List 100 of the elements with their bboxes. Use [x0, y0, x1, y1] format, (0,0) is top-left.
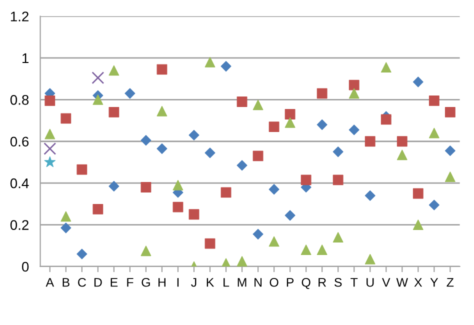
point: [236, 160, 248, 171]
point: [444, 172, 456, 182]
point: [284, 210, 296, 221]
x-tick-label: C: [78, 278, 86, 287]
x-tick-label: F: [127, 278, 134, 287]
point: [396, 136, 408, 147]
point: [92, 72, 104, 84]
point: [140, 135, 152, 146]
point: [332, 232, 344, 243]
point: [44, 128, 56, 140]
point: [220, 187, 232, 198]
point: [428, 200, 440, 210]
x-tick-label: P: [286, 278, 294, 287]
x-tick-label: K: [206, 278, 214, 287]
x-tick-label: A: [46, 278, 54, 287]
point: [220, 61, 232, 72]
x-tick-label: Y: [430, 278, 438, 287]
point: [92, 94, 104, 105]
point: [172, 202, 184, 212]
x-tick-label: G: [142, 278, 150, 287]
x-tick-label: T: [350, 278, 358, 287]
point: [188, 130, 200, 140]
point: [444, 106, 456, 118]
point: [108, 65, 120, 76]
x-tick-label: Z: [446, 278, 454, 287]
point: [204, 56, 216, 68]
point: [124, 88, 136, 99]
point: [364, 136, 376, 147]
point: [348, 124, 360, 136]
point: [332, 174, 344, 186]
point: [156, 64, 168, 75]
point: [284, 117, 296, 128]
point: [428, 128, 440, 138]
point: [204, 238, 216, 249]
point: [252, 150, 264, 162]
y-tick-label: 1: [22, 53, 28, 63]
x-tick-label: X: [414, 278, 422, 287]
point: [300, 244, 312, 256]
point: [156, 106, 168, 116]
x-tick-label: U: [366, 278, 374, 287]
point: [444, 146, 456, 156]
y-tick-label: 0: [22, 262, 29, 272]
point: [76, 164, 88, 175]
x-tick-label: J: [191, 278, 196, 287]
point: [252, 228, 264, 240]
y-tick-label: 1.2: [10, 12, 28, 22]
x-tick-label: M: [238, 278, 246, 287]
point: [44, 156, 56, 168]
point: [428, 96, 440, 106]
point: [140, 182, 152, 192]
point: [140, 246, 152, 256]
x-tick-label: L: [224, 278, 230, 287]
point: [412, 76, 424, 88]
x-tick-label: B: [62, 278, 70, 287]
point: [156, 143, 168, 154]
point: [44, 96, 56, 106]
point: [348, 88, 360, 99]
point: [284, 109, 296, 120]
point: [236, 96, 248, 107]
point: [380, 114, 392, 125]
y-tick-label: 0.8: [10, 95, 29, 105]
x-tick-label: E: [110, 278, 118, 287]
y-tick-label: 0.2: [10, 220, 28, 230]
point: [268, 122, 280, 132]
point: [172, 180, 184, 190]
point: [412, 220, 424, 230]
x-tick-label: R: [318, 278, 326, 287]
point: [268, 184, 280, 195]
point: [188, 209, 200, 220]
x-tick-label: I: [177, 278, 179, 287]
point: [300, 174, 312, 186]
point: [316, 119, 328, 130]
point: [236, 256, 248, 266]
x-tick-label: W: [396, 278, 408, 287]
point: [348, 80, 360, 90]
point: [412, 188, 424, 199]
y-tick-label: 0.6: [10, 136, 29, 147]
point: [364, 190, 376, 201]
point: [108, 180, 120, 192]
point: [396, 150, 408, 160]
point: [332, 146, 344, 158]
y-tick-label: 0.4: [10, 178, 29, 188]
point: [204, 148, 216, 158]
x-tick-label: S: [334, 278, 342, 287]
point: [268, 236, 280, 247]
x-tick-label: O: [270, 278, 278, 287]
point: [316, 244, 328, 256]
point: [76, 248, 88, 260]
point: [316, 88, 328, 99]
point: [60, 211, 72, 222]
point: [364, 254, 376, 264]
point: [108, 106, 120, 118]
x-tick-label: V: [382, 278, 390, 287]
point: [380, 62, 392, 73]
point: [60, 113, 72, 124]
x-tick-label: H: [158, 278, 166, 287]
point: [60, 222, 72, 234]
x-tick-label: N: [254, 278, 262, 287]
point: [252, 100, 264, 110]
point: [44, 142, 56, 155]
